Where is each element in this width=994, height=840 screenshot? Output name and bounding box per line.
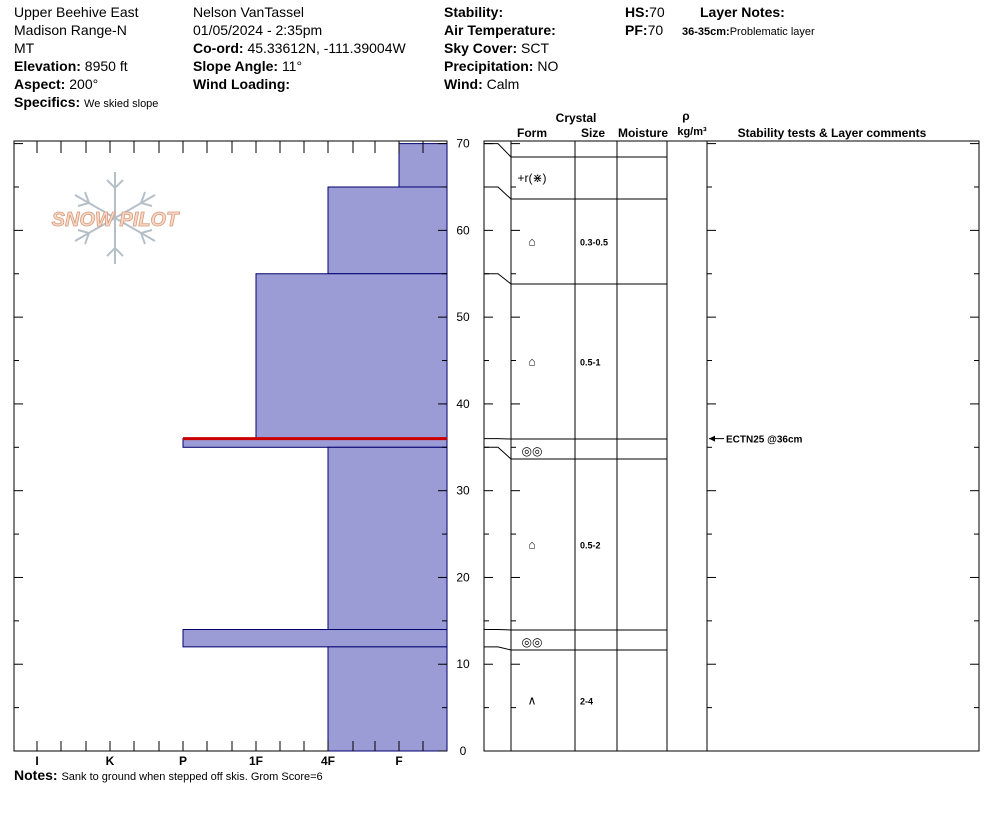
hardness-bar-6	[327, 646, 448, 752]
specifics-label: Specifics:	[14, 94, 81, 110]
rho-header: ρ	[682, 109, 689, 123]
y-tick-label-50: 50	[456, 310, 470, 324]
layer-note-text: Problematic layer	[729, 26, 815, 38]
layer-note-range: 36-35cm:	[682, 26, 730, 38]
pf-field: PF:70	[625, 21, 663, 39]
crystal-form-4: ⌂	[528, 538, 535, 552]
slope-field: Slope Angle: 11°	[193, 57, 302, 75]
hs-label: HS:	[625, 4, 650, 20]
stability-test-label-0: ECTN25 @36cm	[726, 435, 803, 446]
stability-label: Stability:	[444, 4, 504, 20]
y-tick-label-60: 60	[456, 223, 470, 237]
wind-loading-field: Wind Loading:	[193, 75, 290, 93]
y-tick-label-70: 70	[456, 137, 470, 151]
crystal-size-6: 2-4	[580, 697, 593, 707]
wind-value: Calm	[486, 76, 520, 92]
crystal-form-0: +r(⋇)	[517, 171, 546, 185]
elevation-label: Elevation:	[14, 58, 81, 74]
slope-label: Slope Angle:	[193, 58, 279, 74]
precip-label: Precipitation:	[444, 58, 534, 74]
crystal-form-1: ⌂	[528, 235, 535, 249]
y-tick-label-10: 10	[456, 657, 470, 671]
snowflake-logo-icon	[74, 172, 156, 264]
crystal-size-4: 0.5-2	[580, 541, 601, 551]
crystal-size-1: 0.3-0.5	[580, 238, 608, 248]
hardness-bar-1	[327, 186, 448, 275]
coord-value: 45.33612N, -111.39004W	[247, 40, 406, 56]
aspect-label: Aspect:	[14, 76, 66, 92]
crystal-header: Crystal	[556, 111, 597, 125]
size-header: Size	[581, 126, 605, 140]
state-text: MT	[14, 40, 35, 56]
crystal-form-3: ◎◎	[522, 444, 543, 458]
location-text: Upper Beehive East	[14, 4, 139, 20]
datetime-text: 01/05/2024 - 2:35pm	[193, 22, 323, 38]
stability-header: Stability tests & Layer comments	[738, 126, 927, 140]
hardness-bar-2	[255, 273, 448, 440]
logo-text: SNOW PILOT	[52, 209, 180, 231]
stability-test-arrowhead-0	[709, 435, 715, 442]
precip-field: Precipitation: NO	[444, 57, 558, 75]
density-unit-header: kg/m³	[677, 126, 707, 138]
x-tick-label-4F: 4F	[321, 754, 335, 768]
y-tick-label-20: 20	[456, 570, 470, 584]
hs-field: HS:70	[625, 3, 665, 21]
air-temp-label: Air Temperature:	[444, 22, 556, 38]
specifics-value: We skied slope	[84, 98, 159, 110]
y-tick-label-30: 30	[456, 484, 470, 498]
hardness-bar-4	[327, 446, 448, 631]
layer-notes-label: Layer Notes:	[700, 4, 785, 20]
elevation-value: 8950 ft	[84, 58, 128, 74]
x-tick-label-K: K	[106, 754, 115, 768]
hardness-bar-5	[182, 629, 448, 648]
slope-value: 11°	[281, 58, 303, 74]
crystal-form-6: ∧	[528, 694, 537, 708]
stability-field: Stability:	[444, 3, 503, 21]
x-tick-label-1F: 1F	[249, 754, 263, 768]
depth-connector-65	[484, 186, 512, 200]
crystal-form-2: ⌂	[528, 355, 535, 369]
depth-connector-55	[484, 273, 512, 285]
range-text: Madison Range-N	[14, 22, 127, 38]
depth-connector-12	[484, 646, 512, 651]
depth-connector-70	[484, 143, 512, 158]
elevation-field: Elevation: 8950 ft	[14, 57, 128, 75]
sky-field: Sky Cover: SCT	[444, 39, 549, 57]
depth-connector-35	[484, 446, 512, 460]
aspect-value: 200°	[69, 76, 99, 92]
pf-value: 70	[647, 22, 664, 38]
x-tick-label-I: I	[35, 754, 38, 768]
layer-table-frame	[483, 140, 980, 752]
y-tick-label-40: 40	[456, 397, 470, 411]
y-tick-label-0: 0	[460, 744, 467, 758]
sky-value: SCT	[521, 40, 550, 56]
precip-value: NO	[537, 58, 559, 74]
hs-value: 70	[649, 4, 665, 20]
x-tick-label-P: P	[179, 754, 187, 768]
form-header: Form	[517, 126, 547, 140]
pf-label: PF:	[625, 22, 648, 38]
notes-label: Notes:	[14, 767, 58, 783]
aspect-field: Aspect: 200°	[14, 75, 98, 93]
x-tick-label-F: F	[395, 754, 402, 768]
table-column-lines	[510, 141, 708, 751]
problem-layer-marker	[183, 437, 447, 441]
coord-field: Co-ord: 45.33612N, -111.39004W	[193, 39, 406, 57]
layer-note: 36-35cm:Problematic layer	[682, 23, 815, 41]
crystal-form-5: ◎◎	[522, 635, 543, 649]
notes-value: Sank to ground when stepped off skis. Gr…	[61, 771, 323, 783]
air-temp-field: Air Temperature:	[444, 21, 556, 39]
coord-label: Co-ord:	[193, 40, 244, 56]
wind-field: Wind: Calm	[444, 75, 519, 93]
sky-label: Sky Cover:	[444, 40, 518, 56]
specifics-field: Specifics: We skied slope	[14, 93, 158, 113]
notes-field: Notes: Sank to ground when stepped off s…	[14, 766, 323, 786]
moisture-header: Moisture	[618, 126, 668, 140]
wind-label: Wind:	[444, 76, 483, 92]
wind-loading-label: Wind Loading:	[193, 76, 291, 92]
observer-text: Nelson VanTassel	[193, 4, 305, 20]
crystal-size-2: 0.5-1	[580, 358, 601, 368]
